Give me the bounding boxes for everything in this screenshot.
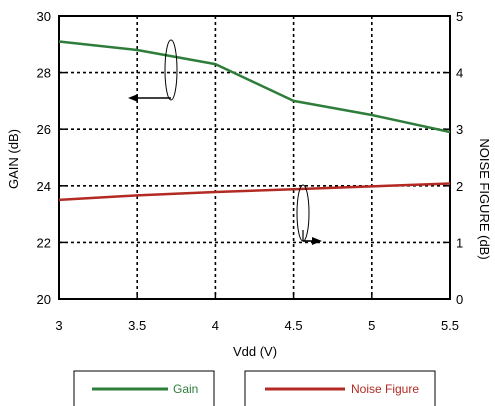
grid-lines (59, 16, 450, 299)
legend-label-gain: Gain (173, 382, 198, 396)
right-y-tick-label: 2 (456, 179, 463, 194)
series-line-gain (58, 40, 451, 134)
axis-ticks: 3 3.5 4 4.5 5 5.5 20 22 24 26 28 30 0 1 2 3 4 5 (37, 9, 464, 333)
x-tick-label: 4.5 (285, 318, 303, 333)
x-tick-label: 3.5 (128, 318, 146, 333)
left-y-tick-label: 26 (37, 122, 51, 137)
left-y-tick-label: 30 (37, 9, 51, 24)
legend: Gain Noise Figure (73, 370, 436, 406)
nf-arrowhead-icon (312, 237, 322, 245)
gain-arrowhead-icon (128, 94, 138, 102)
legend-label-noise-figure: Noise Figure (351, 382, 419, 396)
x-tick-label: 5.5 (441, 318, 459, 333)
annotations (128, 39, 322, 245)
left-y-tick-label: 28 (37, 66, 51, 81)
series-layer (58, 40, 451, 202)
right-y-tick-label: 5 (456, 9, 463, 24)
x-tick-label: 5 (368, 318, 375, 333)
series-line-noise-figure (58, 182, 451, 202)
gain-indicator-ellipse (164, 39, 178, 101)
left-y-tick-label: 20 (37, 292, 51, 307)
right-y-tick-label: 0 (456, 292, 463, 307)
right-y-tick-label: 3 (456, 122, 463, 137)
x-tick-label: 3 (55, 318, 62, 333)
left-y-tick-label: 22 (37, 235, 51, 250)
left-y-tick-label: 24 (37, 179, 51, 194)
left-y-axis-title: GAIN (dB) (6, 129, 21, 189)
right-y-tick-label: 4 (456, 66, 463, 81)
x-tick-label: 4 (212, 318, 219, 333)
right-y-axis-title: NOISE FIGURE (dB) (477, 138, 492, 259)
x-axis-title: Vdd (V) (233, 344, 277, 359)
plot-frame (58, 15, 451, 300)
right-y-tick-label: 1 (456, 235, 463, 250)
